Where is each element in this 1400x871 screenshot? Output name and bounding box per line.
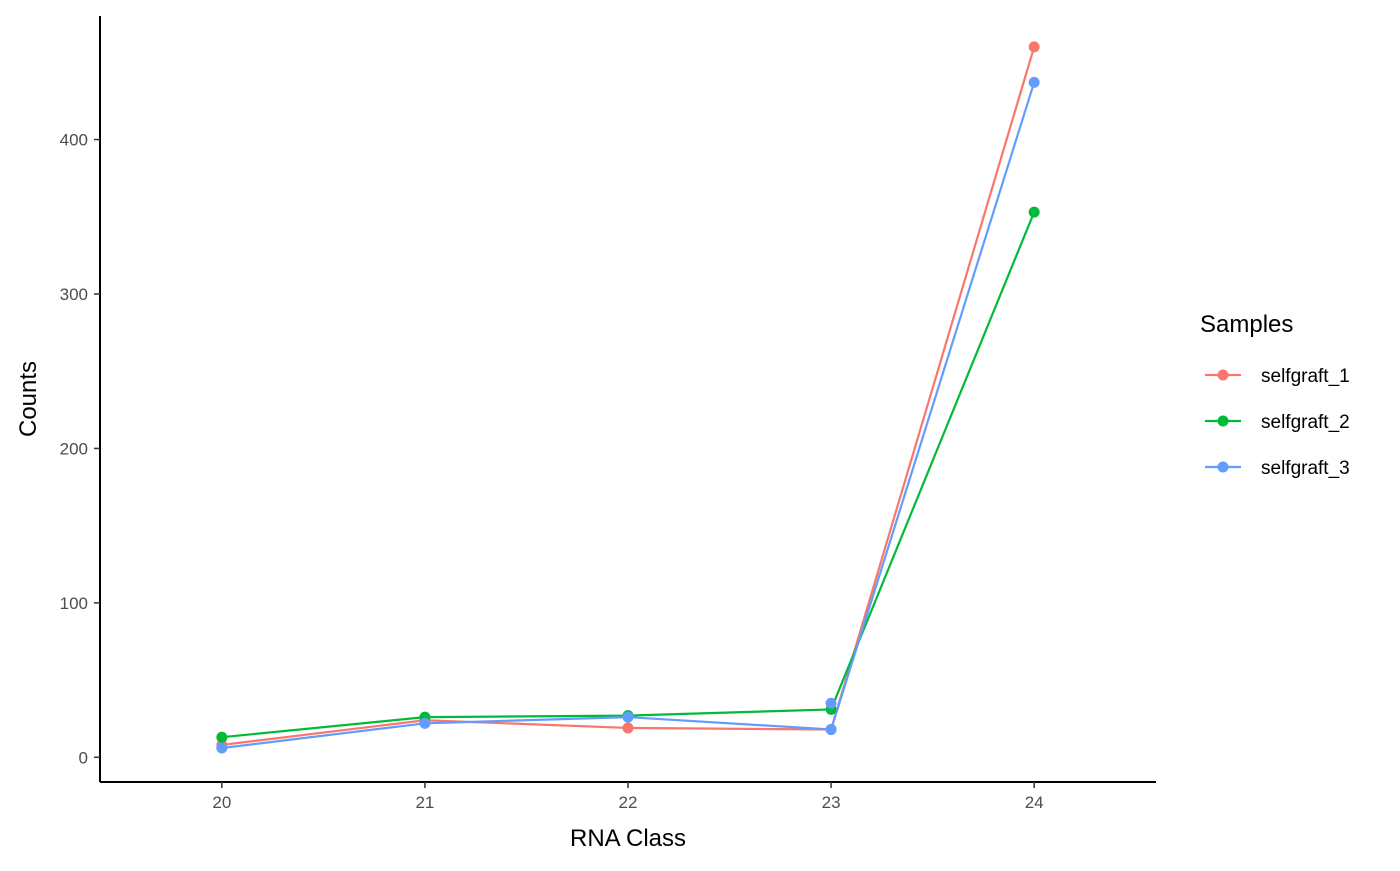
data-point-selfgraft_3 [419, 717, 431, 729]
series-line-selfgraft_3 [221, 82, 1036, 750]
y-tick-label: 100 [60, 594, 88, 613]
axes [99, 16, 1156, 783]
data-point-selfgraft_3 [825, 723, 837, 735]
data-point-selfgraft_3 [1028, 76, 1040, 88]
y-tick-label: 200 [60, 439, 88, 458]
legend-label: selfgraft_2 [1261, 412, 1350, 433]
series-layer [216, 41, 1040, 754]
legend-key-point [1217, 369, 1229, 381]
data-point-selfgraft_3 [825, 697, 837, 709]
series-line-selfgraft_2 [221, 211, 1036, 739]
legend-key-point [1217, 415, 1229, 427]
data-point-selfgraft_1 [1028, 41, 1040, 53]
x-tick-label: 21 [415, 793, 434, 812]
y-tick-label: 0 [79, 748, 88, 767]
legend-label: selfgraft_1 [1261, 366, 1350, 387]
legend-items: selfgraft_1 selfgraft_2 selfgraft_3 [1205, 366, 1350, 479]
x-ticks: 20 21 22 23 24 [212, 782, 1044, 812]
data-point-selfgraft_3 [622, 711, 634, 723]
y-tick-label: 400 [60, 131, 88, 150]
x-tick-label: 20 [212, 793, 231, 812]
y-tick-label: 300 [60, 285, 88, 304]
data-point-selfgraft_2 [1028, 206, 1040, 218]
legend-key-point [1217, 461, 1229, 473]
data-point-selfgraft_3 [216, 742, 228, 754]
y-ticks: 0 100 200 300 400 [60, 131, 100, 767]
x-tick-label: 24 [1025, 793, 1044, 812]
x-tick-label: 22 [619, 793, 638, 812]
legend-title: Samples [1200, 311, 1293, 338]
data-point-selfgraft_1 [622, 722, 634, 734]
legend-label: selfgraft_3 [1261, 458, 1350, 479]
legend: Samples selfgraft_1selfgraft_2selfgraft_… [1200, 311, 1350, 479]
x-axis-title: RNA Class [570, 825, 686, 852]
series-line-selfgraft_1 [221, 46, 1036, 747]
data-point-selfgraft_2 [216, 731, 228, 743]
x-tick-label: 23 [822, 793, 841, 812]
y-axis-title: Counts [15, 361, 42, 437]
